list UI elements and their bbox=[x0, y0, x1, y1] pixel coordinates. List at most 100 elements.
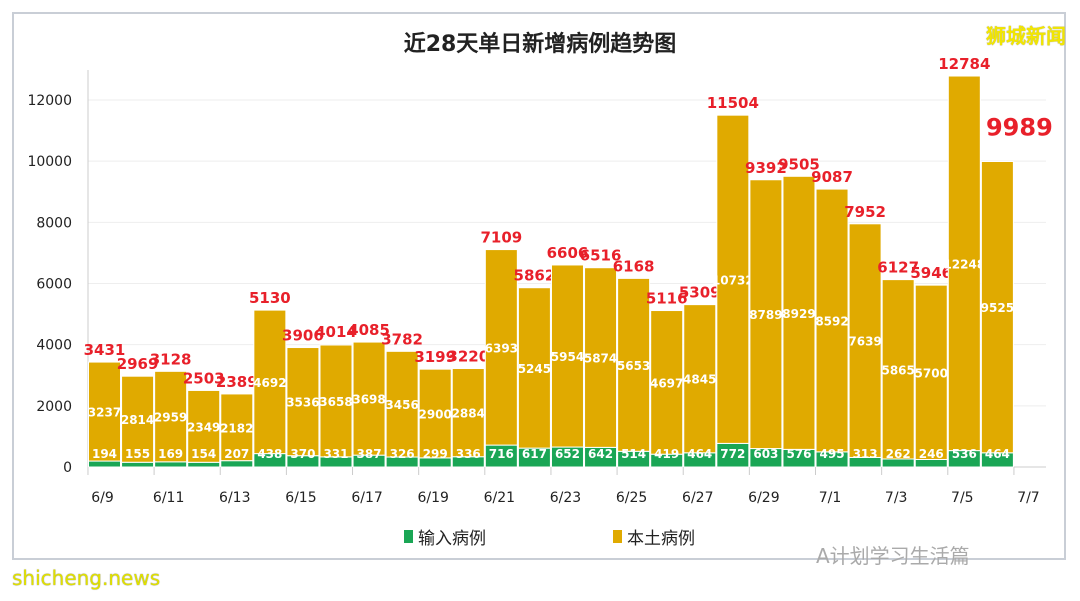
data-label-local: 3658 bbox=[319, 395, 352, 409]
bar-local bbox=[319, 344, 353, 458]
data-label-local: 9525 bbox=[981, 301, 1014, 315]
bar-imported bbox=[220, 460, 254, 468]
data-label-imported: 464 bbox=[985, 447, 1010, 461]
bar-local bbox=[385, 350, 419, 458]
data-label-total: 6168 bbox=[613, 257, 655, 275]
data-label-imported: 331 bbox=[323, 447, 348, 461]
data-label-local: 3536 bbox=[286, 396, 319, 410]
data-label-local: 2182 bbox=[220, 421, 253, 435]
wechat-watermark: A计划学习生活篇 bbox=[816, 544, 970, 568]
y-tick-label: 2000 bbox=[36, 399, 72, 415]
y-tick-label: 0 bbox=[63, 460, 72, 476]
data-label-imported: 617 bbox=[522, 447, 547, 461]
data-label-total: 2503 bbox=[183, 369, 225, 387]
data-label-local: 6393 bbox=[485, 341, 518, 355]
data-label-total: 5862 bbox=[514, 267, 556, 285]
data-label-total: 3199 bbox=[414, 348, 456, 366]
bar-local bbox=[187, 389, 221, 463]
data-label-total: 7952 bbox=[844, 203, 886, 221]
data-label-total: 3782 bbox=[381, 330, 423, 348]
data-label-total: 7109 bbox=[480, 229, 522, 247]
data-label-imported: 299 bbox=[423, 447, 448, 461]
data-label-local: 8929 bbox=[782, 307, 815, 321]
bar-local bbox=[650, 310, 684, 455]
x-tick-label: 6/23 bbox=[550, 490, 581, 506]
bar-local bbox=[484, 249, 518, 446]
data-label-imported: 652 bbox=[555, 447, 580, 461]
data-label-imported: 514 bbox=[621, 447, 646, 461]
y-tick-label: 8000 bbox=[36, 215, 72, 231]
y-tick-label: 6000 bbox=[36, 277, 72, 293]
x-tick-label: 6/29 bbox=[748, 490, 779, 506]
legend-local: 本土病例 bbox=[613, 524, 695, 549]
data-label-local: 2900 bbox=[418, 408, 451, 422]
data-label-local: 3456 bbox=[385, 398, 418, 412]
bar-local bbox=[517, 287, 551, 449]
data-label-imported: 207 bbox=[224, 447, 249, 461]
x-tick-label: 7/7 bbox=[1017, 490, 1040, 506]
data-label-local: 7639 bbox=[848, 335, 881, 349]
data-label-local: 5700 bbox=[915, 366, 948, 380]
data-label-total: 2389 bbox=[216, 373, 258, 391]
x-tick-label: 6/15 bbox=[285, 490, 316, 506]
data-label-total: 6127 bbox=[877, 259, 919, 277]
bar-local bbox=[881, 279, 915, 460]
data-label-local: 8789 bbox=[749, 308, 782, 322]
data-label-local: 3698 bbox=[352, 393, 385, 407]
data-label-total: 6516 bbox=[580, 247, 622, 265]
data-label-total: 4085 bbox=[348, 321, 390, 339]
bar-local bbox=[914, 284, 948, 460]
data-label-imported: 419 bbox=[654, 447, 679, 461]
bar-local bbox=[947, 75, 981, 452]
data-label-imported: 603 bbox=[753, 447, 778, 461]
data-label-local: 5954 bbox=[551, 350, 584, 364]
data-label-total: 12784 bbox=[938, 55, 990, 73]
data-label-local: 5653 bbox=[617, 359, 650, 373]
data-label-total: 9989 bbox=[986, 114, 1053, 142]
brand-logo: 狮城新闻 bbox=[986, 24, 1066, 48]
legend-label-imported: 输入病例 bbox=[418, 529, 486, 549]
bar-imported bbox=[88, 460, 121, 468]
data-label-total: 4014 bbox=[315, 323, 357, 341]
x-tick-label: 6/13 bbox=[219, 490, 250, 506]
data-label-local: 12248 bbox=[943, 257, 985, 271]
x-tick-label: 6/25 bbox=[616, 490, 647, 506]
x-tick-label: 7/1 bbox=[819, 490, 842, 506]
legend-swatch-local bbox=[613, 530, 622, 543]
data-label-local: 5874 bbox=[584, 352, 617, 366]
bar-local bbox=[782, 175, 816, 450]
data-label-imported: 536 bbox=[952, 447, 977, 461]
data-label-imported: 495 bbox=[820, 447, 845, 461]
data-label-imported: 336 bbox=[456, 447, 481, 461]
data-label-imported: 194 bbox=[92, 447, 117, 461]
data-label-local: 8592 bbox=[815, 314, 848, 328]
data-label-local: 4692 bbox=[253, 376, 286, 390]
data-label-imported: 154 bbox=[191, 447, 216, 461]
x-tick-label: 6/19 bbox=[417, 490, 448, 506]
x-tick-label: 7/3 bbox=[885, 490, 908, 506]
bar-local bbox=[980, 161, 1014, 454]
data-label-total: 5946 bbox=[910, 264, 952, 282]
data-label-imported: 387 bbox=[357, 447, 382, 461]
bar-local bbox=[815, 188, 849, 453]
bar-local bbox=[550, 264, 584, 448]
data-label-local: 5865 bbox=[881, 363, 914, 377]
bar-imported bbox=[121, 461, 155, 468]
data-label-total: 3906 bbox=[282, 327, 324, 345]
data-label-total: 9087 bbox=[811, 168, 853, 186]
bar-local bbox=[749, 179, 783, 450]
bar-local bbox=[418, 368, 452, 459]
data-label-imported: 326 bbox=[390, 447, 415, 461]
bar-local bbox=[88, 361, 121, 462]
data-label-imported: 246 bbox=[919, 447, 944, 461]
data-label-imported: 313 bbox=[853, 447, 878, 461]
data-label-imported: 370 bbox=[290, 447, 315, 461]
bar-local bbox=[220, 393, 254, 462]
chart-title: 近28天单日新增病例趋势图 bbox=[403, 32, 677, 57]
data-label-imported: 716 bbox=[489, 447, 514, 461]
bar-local bbox=[716, 114, 750, 444]
data-label-total: 5309 bbox=[679, 284, 721, 302]
data-label-total: 5130 bbox=[249, 289, 291, 307]
data-label-total: 3128 bbox=[150, 350, 192, 368]
